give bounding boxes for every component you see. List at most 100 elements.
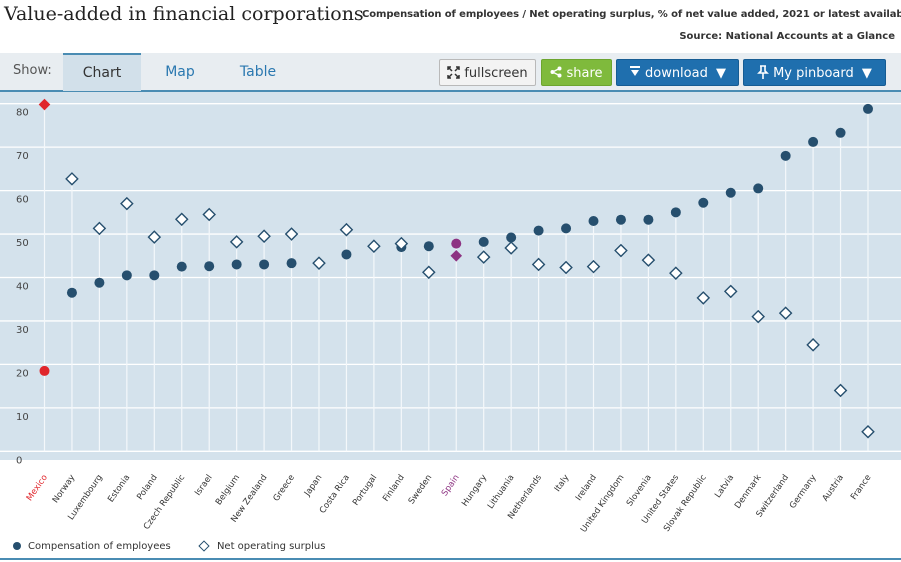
share-button[interactable]: share — [541, 59, 612, 86]
compensation-point[interactable] — [451, 238, 462, 249]
legend-diamond-marker — [198, 540, 210, 552]
surplus-point[interactable] — [450, 249, 463, 262]
x-category-label: Hungary — [460, 473, 489, 508]
surplus-point[interactable] — [641, 253, 656, 267]
surplus-point[interactable] — [806, 338, 820, 352]
surplus-point[interactable] — [723, 284, 738, 299]
surplus-point[interactable] — [120, 196, 134, 211]
tab-table[interactable]: Table — [239, 64, 277, 80]
surplus-point[interactable] — [751, 309, 765, 324]
x-category-label: Portugal — [351, 473, 379, 508]
x-category-label: Germany — [788, 473, 819, 511]
compensation-point[interactable] — [615, 214, 626, 225]
surplus-point[interactable] — [339, 222, 354, 237]
legend: Compensation of employees Net operating … — [13, 540, 325, 553]
surplus-point[interactable] — [696, 291, 711, 305]
compensation-point[interactable] — [231, 259, 242, 270]
share-label: share — [566, 66, 603, 81]
fullscreen-button[interactable]: fullscreen — [439, 59, 536, 86]
surplus-point[interactable] — [614, 243, 628, 258]
compensation-point[interactable] — [286, 258, 297, 269]
surplus-point[interactable] — [531, 257, 546, 272]
x-category-label: Lithuania — [486, 473, 517, 511]
compensation-point[interactable] — [204, 261, 215, 272]
y-tick-label: 10 — [16, 412, 29, 423]
compensation-point[interactable] — [698, 197, 709, 208]
x-category-label: Japan — [302, 473, 324, 499]
x-category-label: Poland — [135, 473, 159, 502]
surplus-point[interactable] — [833, 383, 848, 398]
surplus-point[interactable] — [284, 227, 299, 241]
compensation-point[interactable] — [670, 207, 681, 218]
chart-title: Value-added in financial corporations — [4, 3, 364, 25]
tab-map[interactable]: Map — [165, 64, 195, 80]
compensation-point[interactable] — [259, 259, 270, 270]
compensation-point[interactable] — [176, 261, 187, 272]
compensation-point[interactable] — [780, 150, 791, 161]
download-icon — [629, 60, 641, 87]
x-category-label: Denmark — [733, 473, 764, 511]
surplus-point[interactable] — [202, 207, 216, 222]
x-category-label: Latvia — [713, 473, 736, 500]
compensation-point[interactable] — [423, 241, 434, 252]
x-category-label: Israel — [193, 473, 215, 498]
surplus-point[interactable] — [669, 266, 683, 280]
compensation-point[interactable] — [561, 223, 572, 234]
surplus-point[interactable] — [174, 212, 189, 227]
y-tick-label: 70 — [16, 151, 29, 162]
chart-subtitle: Compensation of employees / Net operatin… — [362, 9, 901, 20]
surplus-point[interactable] — [229, 235, 244, 249]
compensation-point[interactable] — [506, 232, 517, 243]
surplus-point[interactable] — [394, 236, 409, 251]
surplus-point[interactable] — [38, 98, 51, 111]
surplus-point[interactable] — [559, 260, 573, 275]
compensation-point[interactable] — [149, 270, 160, 281]
pinboard-button[interactable]: My pinboard ▼ — [743, 59, 886, 86]
x-category-label: Greece — [271, 473, 297, 504]
toolbar-divider — [0, 90, 901, 92]
compensation-point[interactable] — [121, 270, 132, 281]
compensation-point[interactable] — [753, 183, 764, 194]
compensation-point[interactable] — [863, 103, 873, 114]
y-tick-label: 80 — [16, 108, 29, 119]
compensation-point[interactable] — [39, 365, 50, 376]
compensation-point[interactable] — [725, 187, 736, 198]
legend-item-compensation[interactable]: Compensation of employees — [13, 541, 171, 552]
x-category-label: Estonia — [106, 473, 132, 504]
compensation-point[interactable] — [808, 136, 819, 147]
compensation-point[interactable] — [94, 277, 105, 288]
legend-label-compensation: Compensation of employees — [28, 541, 171, 552]
surplus-point[interactable] — [92, 221, 107, 236]
tab-chart[interactable]: Chart — [63, 53, 141, 91]
surplus-point[interactable] — [422, 265, 436, 280]
fullscreen-label: fullscreen — [464, 66, 528, 81]
surplus-point[interactable] — [367, 239, 381, 254]
x-category-label: Ireland — [574, 473, 599, 503]
compensation-point[interactable] — [478, 236, 489, 247]
compensation-point[interactable] — [533, 225, 544, 236]
surplus-point[interactable] — [861, 424, 875, 439]
legend-item-surplus[interactable]: Net operating surplus — [198, 540, 325, 552]
download-label: download — [644, 66, 708, 81]
x-category-label: Austria — [821, 473, 846, 503]
bottom-divider — [0, 558, 901, 560]
surplus-point[interactable] — [778, 306, 793, 320]
surplus-point[interactable] — [504, 241, 518, 255]
surplus-point[interactable] — [65, 172, 79, 186]
compensation-point[interactable] — [341, 249, 352, 260]
download-button[interactable]: download ▼ — [616, 59, 739, 86]
surplus-point[interactable] — [586, 259, 601, 274]
chevron-down-icon: ▼ — [861, 66, 872, 81]
compensation-point[interactable] — [643, 214, 654, 225]
x-category-label: Norway — [51, 473, 78, 505]
y-tick-label: 0 — [16, 455, 22, 466]
x-category-label: France — [849, 473, 873, 502]
surplus-point[interactable] — [476, 250, 491, 264]
surplus-point[interactable] — [257, 229, 271, 244]
surplus-point[interactable] — [147, 230, 162, 244]
surplus-point[interactable] — [312, 256, 326, 270]
compensation-point[interactable] — [588, 216, 599, 227]
compensation-point[interactable] — [835, 127, 846, 138]
compensation-point[interactable] — [66, 287, 77, 298]
